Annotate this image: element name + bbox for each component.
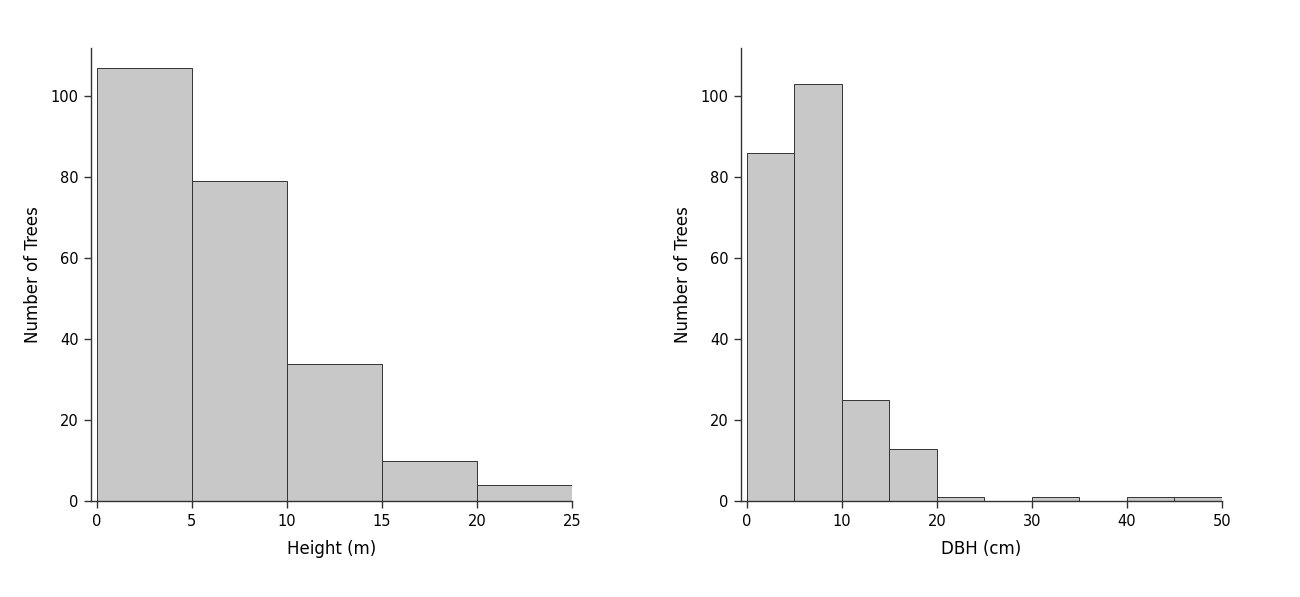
Bar (794, 84, 842, 501)
Bar (937, 497, 984, 501)
X-axis label: Height (m): Height (m) (287, 540, 376, 558)
Bar (842, 400, 889, 501)
Bar (889, 449, 937, 501)
X-axis label: DBH (cm): DBH (cm) (941, 540, 1022, 558)
Bar (96, 68, 192, 501)
Bar (746, 153, 794, 501)
Y-axis label: Number of Trees: Number of Trees (25, 206, 42, 343)
Bar (287, 364, 382, 501)
Bar (1174, 497, 1222, 501)
Bar (1032, 497, 1079, 501)
Bar (477, 485, 572, 501)
Bar (382, 461, 477, 501)
Bar (192, 181, 287, 501)
Bar (1127, 497, 1174, 501)
Y-axis label: Number of Trees: Number of Trees (675, 206, 692, 343)
